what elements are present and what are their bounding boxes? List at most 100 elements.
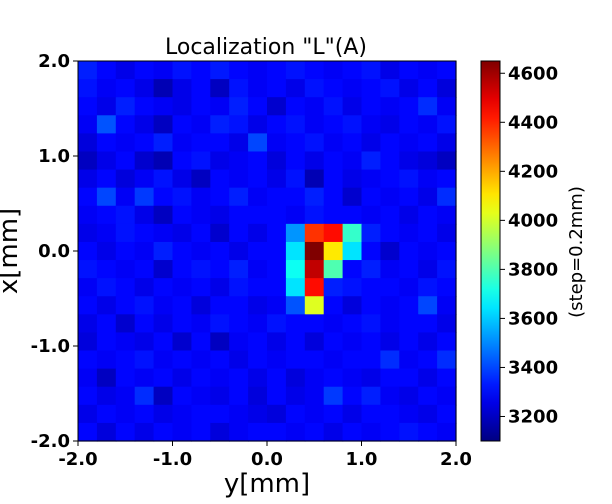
heatmap-cell [172,133,192,153]
heatmap-cell [78,79,98,98]
heatmap-cell [210,350,230,370]
heatmap-cell [285,296,306,315]
heatmap-cell [323,133,344,153]
heatmap-cell [96,278,117,297]
heatmap-cell [285,115,306,134]
heatmap-cell [399,296,419,315]
heatmap-cell [172,187,192,207]
heatmap-cell [172,260,192,279]
heatmap-cell [323,223,344,243]
heatmap-cell [191,169,211,189]
heatmap-cell [437,278,457,297]
heatmap-cell [418,422,438,442]
heatmap-cell [342,169,363,189]
heatmap-cell [399,223,419,243]
heatmap-cell [304,422,325,442]
heatmap-cell [172,296,192,315]
heatmap-cell [229,386,249,406]
heatmap-cell [418,241,438,261]
y-ticks: -2.0 -1.0 0.0 1.0 2.0 [31,51,78,452]
heatmap-cell [115,422,136,442]
x-axis-label: y[mm] [224,469,310,499]
heatmap-cell [285,368,306,388]
heatmap-cell [437,241,457,261]
heatmap-cell [304,133,325,153]
heatmap-cell [380,350,400,370]
heatmap-cell [210,115,230,134]
heatmap-cell [153,205,174,225]
heatmap-cell [399,368,419,388]
heatmap-cell [267,241,287,261]
heatmap-cell [323,115,344,134]
heatmap-cell [115,79,136,98]
heatmap-cell [267,296,287,315]
heatmap-cell [285,386,306,406]
heatmap-cell [437,332,457,352]
heatmap-cell [342,133,363,153]
heatmap-cell [153,386,174,406]
heatmap-cell [323,404,344,424]
heatmap-cell [399,332,419,352]
heatmap-cell [115,314,136,334]
heatmap-cell [115,278,136,297]
heatmap-cell [361,115,381,134]
heatmap-cell [210,422,230,442]
heatmap-cell [210,133,230,153]
heatmap-cell [418,278,438,297]
heatmap-cell [380,241,400,261]
heatmap-cell [229,97,249,116]
heatmap-cell [418,169,438,189]
heatmap-cell [361,169,381,189]
heatmap-cell [172,278,192,297]
heatmap-cell [342,350,363,370]
heatmap-cell [191,115,211,134]
heatmap-cell [191,404,211,424]
heatmap-cell [78,314,98,334]
heatmap-cell [267,115,287,134]
heatmap-cell [96,404,117,424]
heatmap-cell [418,61,438,80]
heatmap-cell [96,223,117,243]
heatmap-cell [418,332,438,352]
heatmap-cell [191,79,211,98]
heatmap-cell [248,422,268,442]
heatmap-cell [134,260,155,279]
heatmap-cell [115,404,136,424]
heatmap-cell [153,151,174,171]
heatmap-cell [115,350,136,370]
heatmap-cell [191,278,211,297]
colorbar-tick-label: 3200 [508,406,558,427]
heatmap-cell [153,97,174,116]
heatmap-cell [229,404,249,424]
heatmap-cell [248,61,268,80]
heatmap-cell [418,79,438,98]
heatmap-cell [342,296,363,315]
heatmap-cell [229,296,249,315]
heatmap-cell [361,133,381,153]
heatmap-cell [229,133,249,153]
heatmap-cell [361,260,381,279]
heatmap-cell [248,151,268,171]
heatmap-cell [210,223,230,243]
heatmap-cell [285,241,306,261]
heatmap-cell [380,368,400,388]
heatmap-cell [323,151,344,171]
heatmap-cell [399,97,419,116]
heatmap-cell [304,332,325,352]
heatmap-cell [285,223,306,243]
heatmap-cell [399,350,419,370]
heatmap-cell [267,404,287,424]
heatmap-cell [153,422,174,442]
x-tick-label: -1.0 [153,449,192,470]
heatmap-cell [342,386,363,406]
heatmap-cell [172,97,192,116]
heatmap-cell [380,422,400,442]
heatmap-cell [267,133,287,153]
heatmap-cell [342,223,363,243]
heatmap-cell [115,368,136,388]
heatmap-cell [342,97,363,116]
heatmap-cell [96,296,117,315]
heatmap-cell [361,332,381,352]
heatmap-cell [437,386,457,406]
